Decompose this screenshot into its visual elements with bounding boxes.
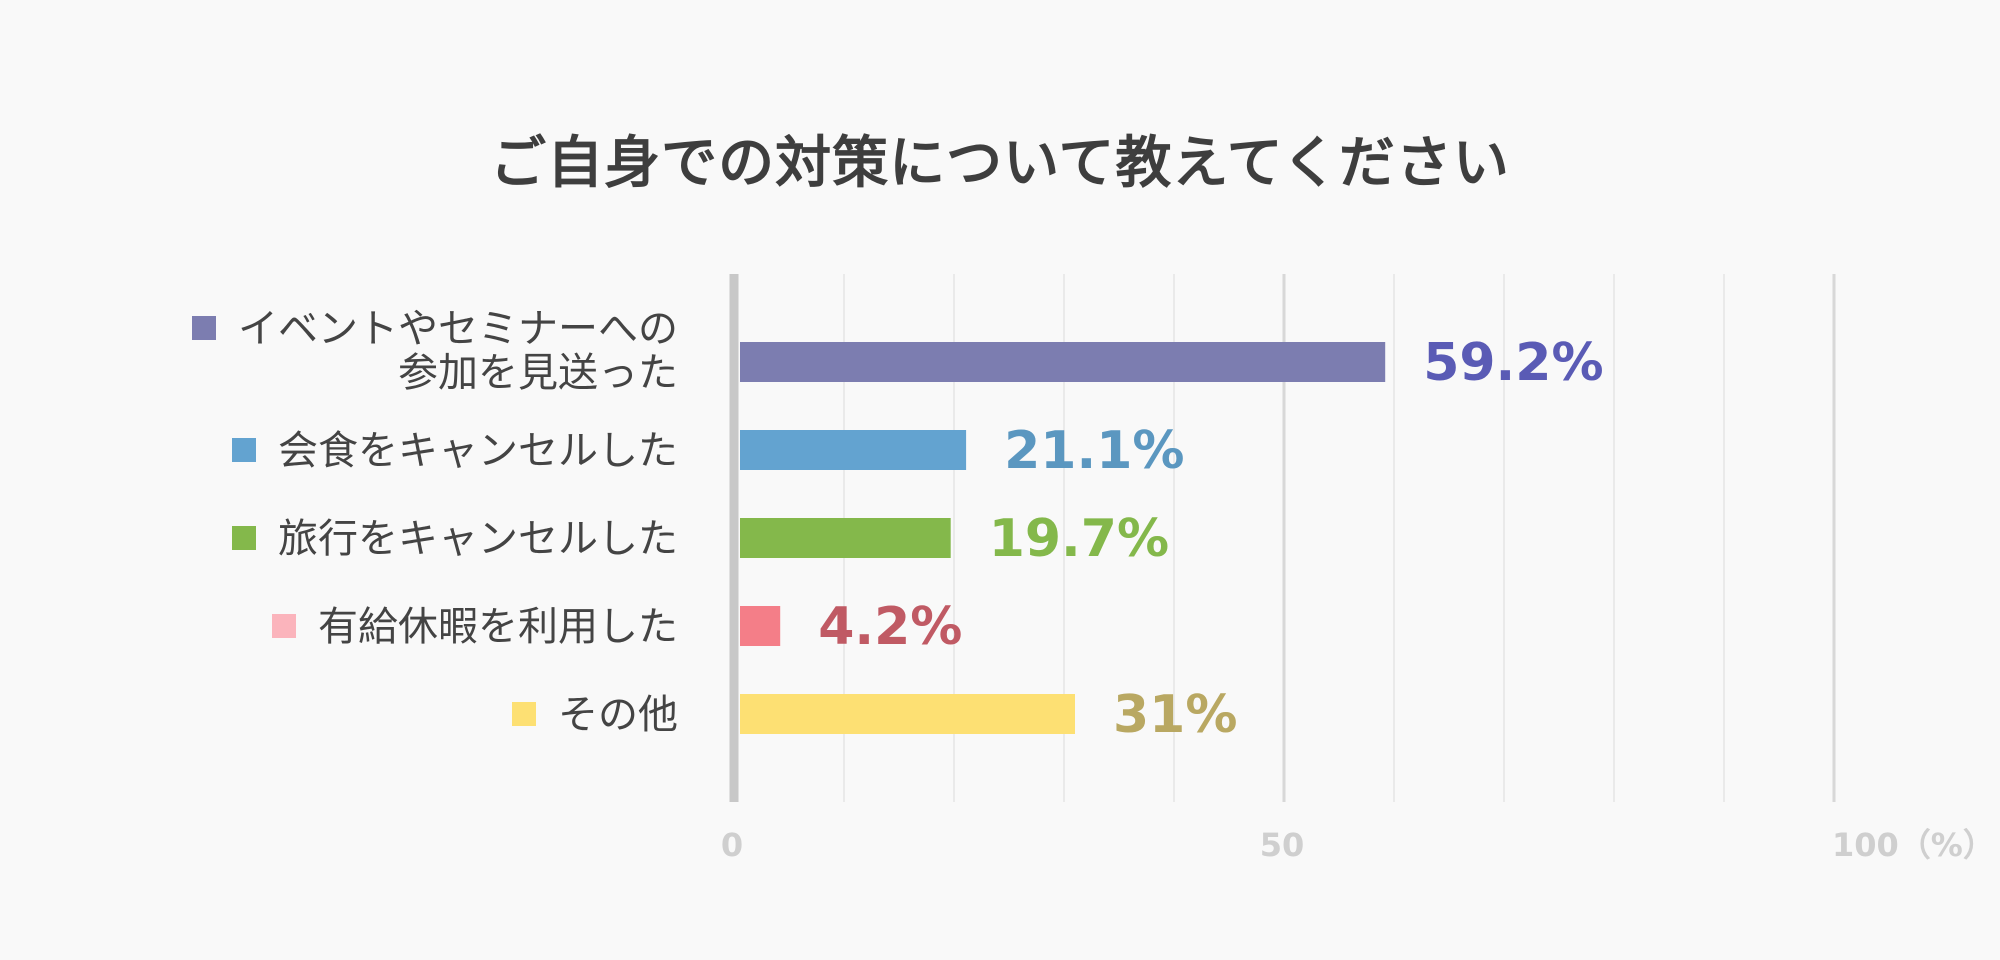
- legend-swatch: [192, 316, 216, 340]
- value-label: 19.7%: [989, 509, 1169, 569]
- chart-title: ご自身での対策について教えてください: [490, 131, 1510, 196]
- bar: [740, 430, 967, 470]
- category-label: 有給休暇を利用した: [318, 604, 678, 650]
- value-label: 4.2%: [818, 597, 962, 657]
- category-label: 参加を見送った: [398, 350, 678, 396]
- bar: [740, 606, 781, 646]
- x-tick-label: 50: [1260, 826, 1305, 864]
- legend-swatch: [232, 526, 256, 550]
- category-label: 会食をキャンセルした: [278, 428, 678, 474]
- x-tick-label: 100（%）: [1832, 826, 1995, 864]
- value-label: 21.1%: [1004, 421, 1184, 481]
- bar: [740, 518, 951, 558]
- category-label: 旅行をキャンセルした: [278, 516, 678, 562]
- category-label: イベントやセミナーへの: [238, 306, 678, 352]
- legend-swatch: [512, 702, 536, 726]
- value-label: 31%: [1113, 685, 1237, 745]
- legend-swatch: [232, 438, 256, 462]
- bar: [740, 342, 1386, 382]
- x-tick-label: 0: [721, 826, 743, 864]
- value-label: 59.2%: [1423, 333, 1603, 393]
- bar: [740, 694, 1075, 734]
- legend-swatch: [272, 614, 296, 638]
- category-label: その他: [558, 692, 678, 738]
